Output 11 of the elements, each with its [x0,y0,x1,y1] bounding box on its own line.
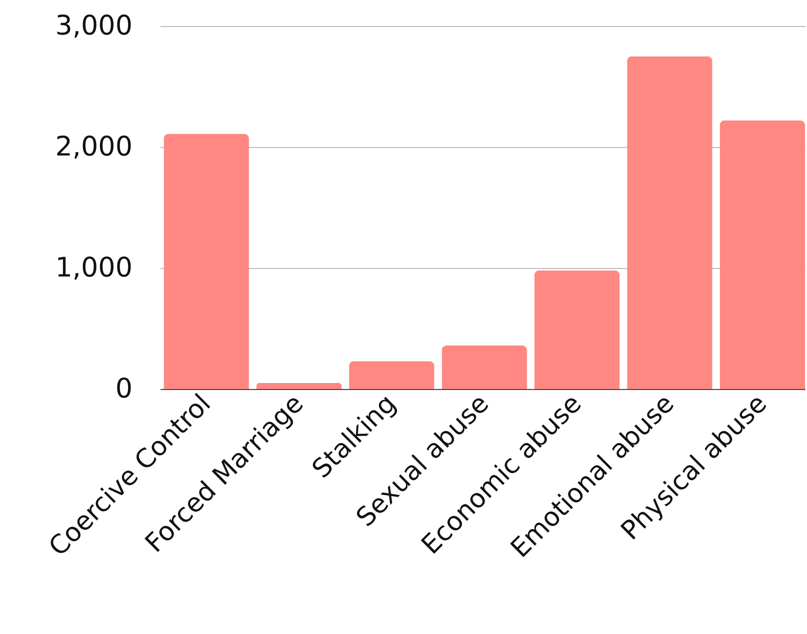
bar [627,56,712,389]
bar [349,361,434,389]
y-tick-label: 2,000 [55,132,132,162]
bar [442,345,527,389]
bar [256,382,342,389]
y-tick-label: 3,000 [55,10,132,42]
bar [534,270,620,389]
bar [164,134,249,389]
y-tick-label: 0 [115,374,132,404]
y-tick-label: 1,000 [55,252,132,284]
bar [720,120,805,389]
